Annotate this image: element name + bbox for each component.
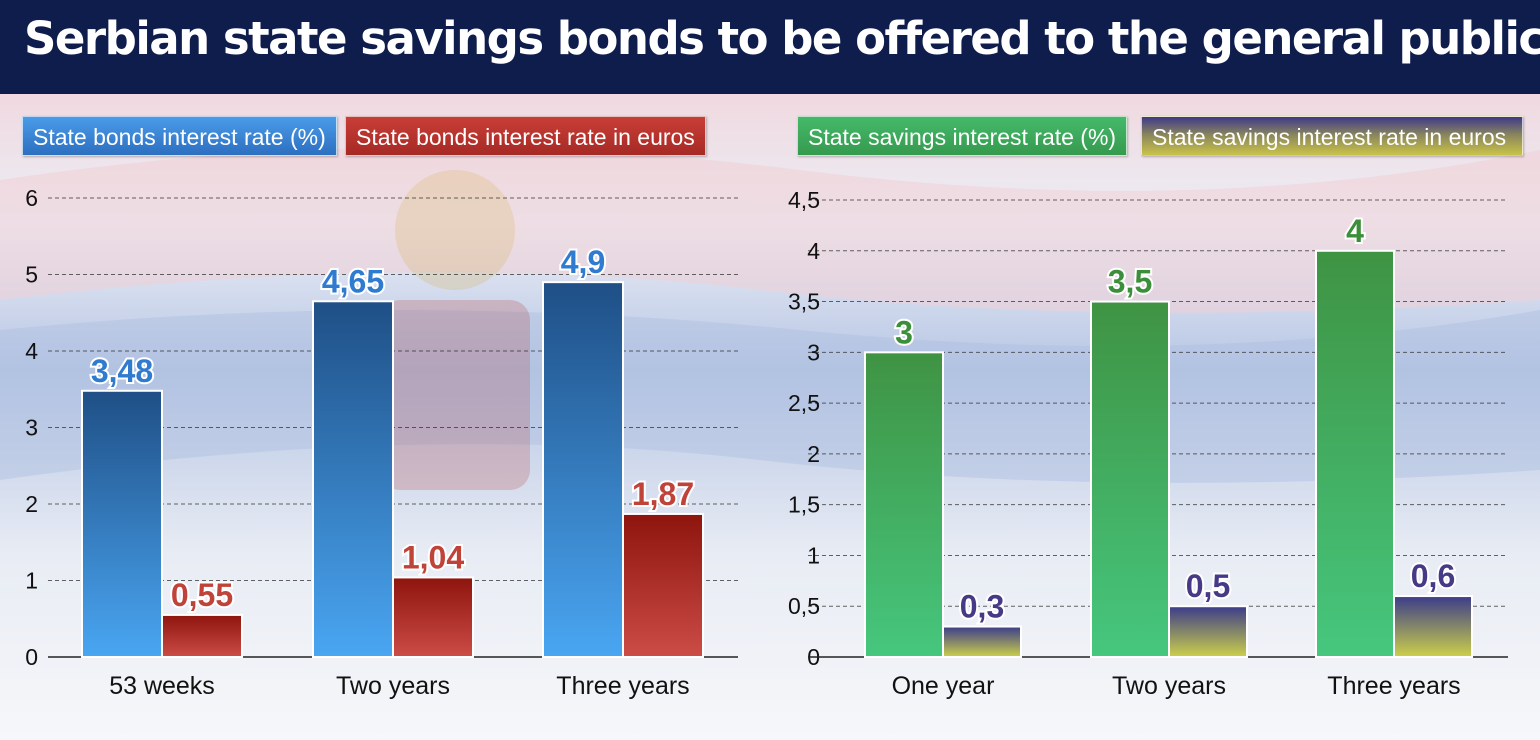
y-tick-label: 3	[25, 415, 38, 441]
y-tick-label: 4	[25, 338, 38, 364]
legend-savings-euro-label: State savings interest rate in euros	[1152, 124, 1507, 150]
bonds-bar-series2	[161, 613, 243, 658]
savings-bar-series1	[864, 351, 944, 658]
bonds-bar-series1	[81, 389, 163, 658]
y-tick-label: 1	[807, 542, 820, 568]
legend-bonds-rate: State bonds interest rate (%)	[22, 116, 337, 156]
title-bar: Serbian state savings bonds to be offere…	[0, 0, 1540, 94]
bonds-data-label: 1,04	[402, 539, 464, 575]
page-title: Serbian state savings bonds to be offere…	[24, 12, 1540, 65]
y-tick-label: 5	[25, 262, 38, 288]
y-tick-label: 4,5	[788, 187, 820, 213]
savings-category-label: One year	[892, 672, 995, 700]
bonds-category-label: Two years	[336, 672, 450, 700]
y-tick-label: 1,5	[788, 492, 820, 518]
legend-savings-euro: State savings interest rate in euros	[1141, 116, 1523, 156]
bonds-data-label: 1,87	[632, 476, 694, 512]
legend-bonds-euro-label: State bonds interest rate in euros	[356, 124, 695, 150]
legend-savings-rate: State savings interest rate (%)	[797, 116, 1128, 156]
y-tick-label: 2	[807, 441, 820, 467]
savings-data-label: 0,5	[1186, 568, 1230, 604]
bonds-bar-series1	[542, 281, 624, 658]
y-tick-label: 3	[807, 339, 820, 365]
bonds-bar-series2	[622, 512, 704, 658]
coat-of-arms-emblem	[380, 170, 530, 490]
savings-data-label: 0,6	[1411, 558, 1455, 594]
savings-data-label: 3	[895, 314, 913, 350]
y-tick-label: 0,5	[788, 593, 820, 619]
savings-data-label: 4	[1346, 213, 1364, 249]
savings-bar-series2	[942, 625, 1022, 658]
y-tick-label: 4	[807, 238, 820, 264]
savings-data-label: 3,5	[1108, 264, 1152, 300]
bonds-data-label: 4,65	[322, 263, 384, 299]
savings-category-label: Three years	[1327, 672, 1460, 700]
savings-bar-series1	[1315, 249, 1395, 658]
savings-bar-series2	[1393, 595, 1473, 658]
y-tick-label: 2,5	[788, 390, 820, 416]
bonds-bar-series2	[392, 576, 474, 658]
y-tick-label: 2	[25, 491, 38, 517]
bonds-data-label: 3,48	[91, 353, 153, 389]
bonds-bar-series1	[312, 300, 394, 658]
legend-savings-rate-label: State savings interest rate (%)	[808, 124, 1117, 150]
y-tick-label: 6	[25, 185, 38, 211]
savings-bar-series1	[1090, 300, 1170, 658]
y-tick-label: 1	[25, 568, 38, 594]
savings-bar-series2	[1168, 605, 1248, 659]
legend-bonds-euro: State bonds interest rate in euros	[345, 116, 706, 156]
bonds-data-label: 0,55	[171, 577, 233, 613]
savings-data-label: 0,3	[960, 589, 1004, 625]
savings-category-label: Two years	[1112, 672, 1226, 700]
bonds-data-label: 4,9	[561, 244, 605, 280]
bonds-category-label: Three years	[556, 672, 689, 700]
bonds-category-label: 53 weeks	[109, 672, 215, 700]
y-tick-label: 3,5	[788, 289, 820, 315]
legend-bonds-rate-label: State bonds interest rate (%)	[33, 124, 326, 150]
y-tick-label: 0	[25, 644, 38, 670]
